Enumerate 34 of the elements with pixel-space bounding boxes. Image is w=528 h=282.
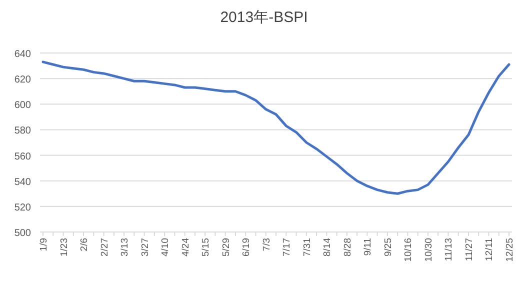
x-tick-label: 7/17 [282, 238, 293, 256]
y-tick-label: 520 [14, 202, 32, 214]
y-tick-label: 640 [14, 49, 32, 60]
x-tick-label: 11/27 [464, 238, 475, 262]
y-tick-label: 560 [14, 151, 32, 162]
y-tick-label: 540 [14, 176, 32, 188]
x-tick-label: 9/25 [382, 238, 394, 256]
line-series [42, 60, 510, 195]
x-tick-label: 1/9 [38, 238, 50, 252]
y-tick-label: 600 [14, 100, 32, 112]
x-tick-label: 4/10 [160, 238, 172, 256]
x-tick-label: 3/13 [120, 238, 131, 256]
chart-title: 2013年-BSPI [220, 9, 308, 26]
x-tick-label: 5/29 [220, 238, 232, 256]
y-tick-label: 620 [14, 74, 32, 86]
x-tick-label: 5/15 [200, 238, 212, 256]
x-tick-label: 3/27 [140, 238, 151, 256]
y-tick-label: 500 [14, 228, 32, 239]
x-tick-label: 12/25 [504, 238, 516, 262]
x-tick-label: 2/6 [79, 238, 90, 252]
x-tick-label: 8/28 [342, 238, 354, 256]
x-tick-label: 4/24 [180, 238, 192, 256]
x-tick-label: 2/27 [99, 238, 110, 256]
x-tick-label: 7/31 [302, 238, 313, 256]
x-tick-label: 10/16 [403, 238, 414, 262]
x-tick-label: 11/13 [444, 238, 455, 262]
x-tick-label: 1/23 [58, 238, 70, 256]
x-tick-label: 12/11 [484, 238, 496, 262]
x-tick-label: 7/3 [261, 238, 272, 252]
x-tick-label: 6/19 [241, 238, 252, 256]
x-tick-label: 8/14 [322, 238, 334, 256]
y-tick-label: 580 [14, 126, 32, 137]
x-tick-label: 9/11 [362, 238, 374, 256]
x-tick-label: 10/30 [423, 238, 434, 262]
